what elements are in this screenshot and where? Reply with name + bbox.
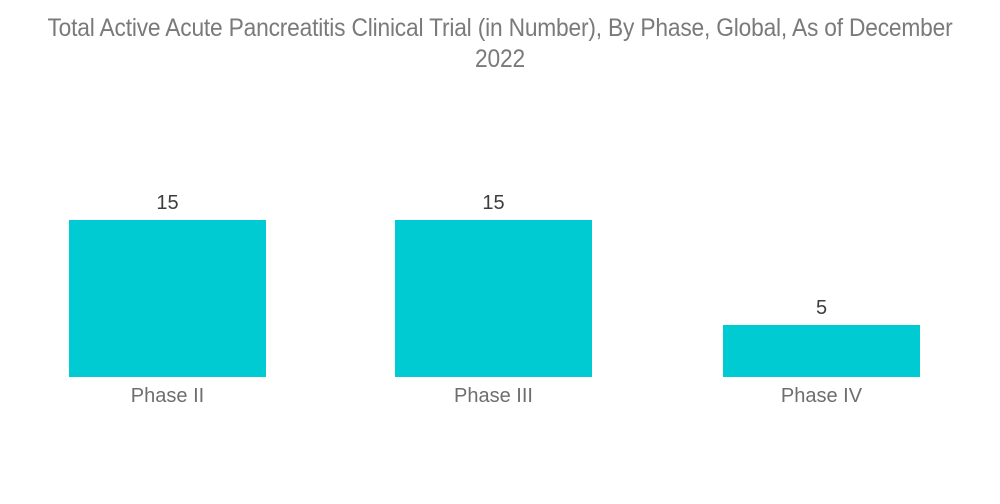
value-label-phase-ii: 15 [156,192,179,214]
bar-group-phase-ii: 15 Phase II [69,192,266,406]
plot-area: 15 Phase II 15 Phase III 5 Phase IV [69,192,920,406]
x-axis-label-phase-iv: Phase IV [780,385,863,407]
value-label-phase-iv: 5 [815,297,828,319]
bar-phase-ii [69,220,266,377]
value-label-phase-iii: 15 [482,192,505,214]
bar-phase-iv [723,325,920,377]
x-axis-label-phase-ii: Phase II [130,385,205,407]
bar-group-phase-iii: 15 Phase III [395,192,592,406]
chart-title: Total Active Acute Pancreatitis Clinical… [47,14,953,73]
x-axis-label-phase-iii: Phase III [454,385,533,407]
bar-phase-iii [395,220,592,377]
bar-group-phase-iv: 5 Phase IV [723,297,920,406]
